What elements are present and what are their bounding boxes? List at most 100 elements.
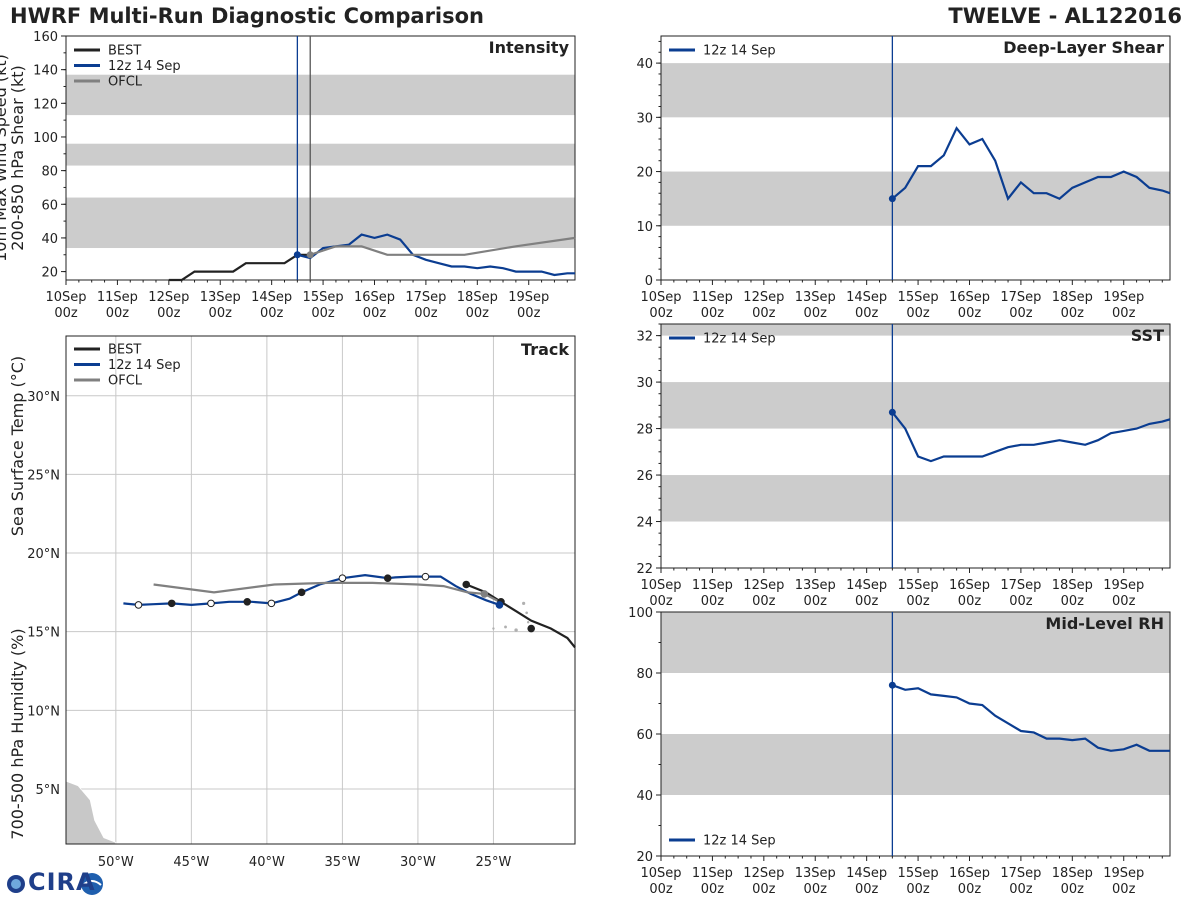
latitude-label: 15°N	[27, 626, 60, 641]
shaded-band	[661, 324, 1170, 336]
x-tick-hour: 00z	[1112, 882, 1136, 897]
longitude-label: 45°W	[173, 855, 209, 870]
track-marker	[338, 574, 347, 583]
cape-verde-island	[514, 628, 518, 632]
legend-label: 12z 14 Sep	[703, 834, 776, 849]
x-tick-day: 11Sep	[97, 290, 138, 305]
longitude-label: 35°W	[324, 855, 360, 870]
legend-label: OFCL	[108, 75, 143, 90]
shaded-band	[66, 143, 575, 166]
track-marker	[243, 597, 252, 606]
track-panel-title: Track	[521, 340, 569, 359]
x-tick-day: 19Sep	[1103, 866, 1144, 881]
x-tick-hour: 00z	[752, 882, 776, 897]
series-line-12z-14-sep	[891, 126, 1171, 201]
x-tick-day: 12Sep	[743, 578, 784, 593]
shaded-band	[661, 171, 1170, 226]
track-marker	[297, 588, 306, 597]
x-tick-hour: 00z	[1009, 594, 1033, 609]
shaded-band	[661, 475, 1170, 522]
x-tick-day: 11Sep	[692, 290, 733, 305]
series-line-12z-14-sep	[892, 684, 1170, 752]
shear-y-axis-label: 200-850 hPa Shear (kt)	[8, 65, 27, 251]
track-line-ofcl	[153, 581, 501, 603]
x-tick-hour: 00z	[517, 306, 541, 321]
x-tick-day: 18Sep	[1052, 578, 1093, 593]
y-tick-label: 40	[636, 789, 653, 804]
x-tick-day: 18Sep	[1052, 866, 1093, 881]
x-tick-hour: 00z	[466, 306, 490, 321]
shaded-band	[661, 382, 1170, 429]
cape-verde-island	[526, 621, 530, 624]
longitude-label: 40°W	[249, 855, 285, 870]
x-tick-hour: 00z	[958, 882, 982, 897]
x-tick-day: 13Sep	[795, 866, 836, 881]
x-tick-day: 14Sep	[846, 866, 887, 881]
x-tick-hour: 00z	[752, 306, 776, 321]
x-tick-hour: 00z	[958, 594, 982, 609]
x-tick-day: 12Sep	[148, 290, 189, 305]
shaded-band	[661, 63, 1170, 118]
x-tick-hour: 00z	[1061, 306, 1085, 321]
y-tick-label: 40	[41, 232, 58, 247]
track-marker	[462, 580, 471, 589]
track-marker	[495, 601, 504, 609]
series-start-marker	[888, 195, 896, 203]
track-marker	[383, 574, 392, 583]
x-tick-day: 14Sep	[251, 290, 292, 305]
x-tick-day: 13Sep	[200, 290, 241, 305]
x-tick-hour: 00z	[649, 306, 673, 321]
y-tick-label: 22	[636, 562, 653, 577]
longitude-label: 30°W	[400, 855, 436, 870]
x-tick-day: 17Sep	[1000, 578, 1041, 593]
track-marker	[167, 599, 176, 608]
x-tick-hour: 00z	[1061, 882, 1085, 897]
x-tick-day: 13Sep	[795, 290, 836, 305]
cape-verde-island	[504, 625, 507, 629]
x-tick-day: 17Sep	[405, 290, 446, 305]
x-tick-day: 10Sep	[640, 578, 681, 593]
y-tick-label: 30	[636, 376, 653, 391]
x-tick-hour: 00z	[1061, 594, 1085, 609]
x-tick-hour: 00z	[1112, 306, 1136, 321]
x-tick-day: 16Sep	[949, 866, 990, 881]
x-tick-hour: 00z	[752, 594, 776, 609]
track-marker	[421, 572, 430, 581]
longitude-label: 25°W	[475, 855, 511, 870]
x-tick-day: 10Sep	[640, 290, 681, 305]
y-tick-label: 60	[41, 198, 58, 213]
x-tick-hour: 00z	[804, 306, 828, 321]
x-tick-hour: 00z	[804, 882, 828, 897]
x-tick-day: 18Sep	[1052, 290, 1093, 305]
x-tick-day: 15Sep	[898, 866, 939, 881]
latitude-label: 5°N	[36, 783, 61, 798]
x-tick-hour: 00z	[701, 306, 725, 321]
x-tick-day: 16Sep	[949, 578, 990, 593]
sst-y-axis-label: Sea Surface Temp (°C)	[8, 356, 27, 536]
x-tick-day: 19Sep	[1103, 578, 1144, 593]
x-tick-hour: 00z	[906, 882, 930, 897]
latitude-label: 30°N	[27, 390, 60, 405]
x-tick-day: 10Sep	[640, 866, 681, 881]
latitude-label: 25°N	[27, 468, 60, 483]
y-tick-label: 80	[636, 667, 653, 682]
x-tick-day: 17Sep	[1000, 866, 1041, 881]
x-tick-day: 15Sep	[303, 290, 344, 305]
y-tick-label: 26	[636, 469, 653, 484]
x-tick-day: 14Sep	[846, 290, 887, 305]
shaded-band	[66, 197, 575, 249]
globe-icon	[7, 873, 103, 895]
intensity-panel	[61, 35, 576, 285]
cape-verde-island	[492, 627, 495, 630]
x-tick-day: 15Sep	[898, 290, 939, 305]
y-tick-label: 100	[628, 606, 653, 621]
x-tick-day: 16Sep	[354, 290, 395, 305]
x-tick-hour: 00z	[1009, 882, 1033, 897]
y-tick-label: 160	[33, 30, 58, 45]
track-frame	[65, 335, 576, 845]
rh-y-axis-label: 700-500 hPa Humidity (%)	[8, 628, 27, 839]
y-tick-label: 20	[636, 166, 653, 181]
series-start-marker	[293, 251, 301, 259]
y-tick-label: 120	[33, 97, 58, 112]
